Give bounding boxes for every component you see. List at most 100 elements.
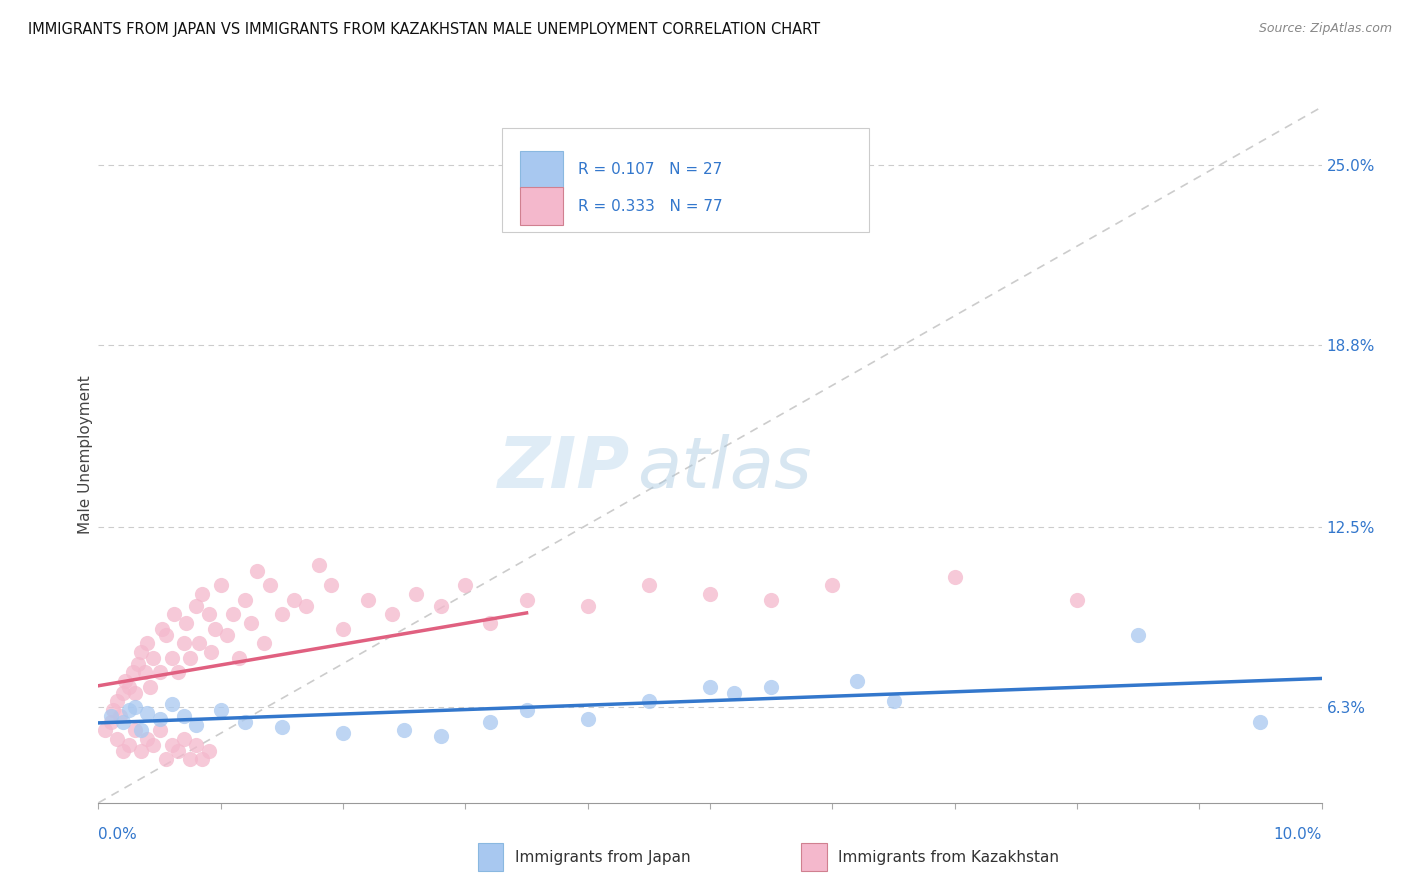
Point xyxy=(191,752,214,766)
Text: Immigrants from Kazakhstan: Immigrants from Kazakhstan xyxy=(838,850,1059,864)
Point xyxy=(149,723,172,738)
Point xyxy=(110,708,132,723)
Point xyxy=(699,680,721,694)
Point xyxy=(883,694,905,708)
Point xyxy=(381,607,404,622)
Point xyxy=(139,680,162,694)
Point xyxy=(118,680,141,694)
Point xyxy=(187,636,209,650)
Bar xyxy=(520,187,564,226)
Point xyxy=(308,558,330,573)
Point xyxy=(430,599,453,613)
Point xyxy=(197,744,219,758)
Point xyxy=(356,592,378,607)
Point xyxy=(222,607,245,622)
Point xyxy=(118,703,141,717)
Point xyxy=(121,665,143,680)
Point xyxy=(160,738,183,752)
Point xyxy=(134,665,156,680)
Point xyxy=(761,592,783,607)
Point xyxy=(149,665,172,680)
Point xyxy=(179,752,201,766)
Point xyxy=(240,615,263,630)
Point xyxy=(1066,592,1088,607)
Point xyxy=(259,578,281,592)
Point xyxy=(186,599,208,613)
Text: atlas: atlas xyxy=(637,434,811,503)
Point xyxy=(516,703,538,717)
Text: R = 0.333   N = 77: R = 0.333 N = 77 xyxy=(578,199,723,214)
Bar xyxy=(520,151,564,189)
Point xyxy=(215,628,238,642)
Point xyxy=(209,703,232,717)
Point xyxy=(118,738,141,752)
Point xyxy=(723,686,745,700)
Point xyxy=(173,731,195,746)
Point xyxy=(167,665,190,680)
Text: Immigrants from Japan: Immigrants from Japan xyxy=(515,850,690,864)
Text: 10.0%: 10.0% xyxy=(1274,827,1322,841)
Point xyxy=(173,636,195,650)
Point xyxy=(332,622,354,636)
Point xyxy=(576,712,599,726)
Point xyxy=(176,615,198,630)
Point xyxy=(295,599,318,613)
Point xyxy=(105,731,128,746)
Text: 0.0%: 0.0% xyxy=(98,827,138,841)
Point xyxy=(283,592,305,607)
Point xyxy=(191,587,214,601)
Point xyxy=(111,686,134,700)
Point xyxy=(163,607,186,622)
Point xyxy=(576,599,599,613)
Point xyxy=(845,674,868,689)
Point xyxy=(246,564,269,578)
Point xyxy=(105,694,128,708)
Point xyxy=(430,729,453,743)
Point xyxy=(332,726,354,740)
Point xyxy=(186,717,208,731)
Point xyxy=(142,738,165,752)
Text: R = 0.107   N = 27: R = 0.107 N = 27 xyxy=(578,162,723,178)
Point xyxy=(150,622,173,636)
Point xyxy=(319,578,342,592)
Point xyxy=(136,636,159,650)
Point xyxy=(114,674,136,689)
Text: Source: ZipAtlas.com: Source: ZipAtlas.com xyxy=(1258,22,1392,36)
Point xyxy=(228,651,250,665)
Point xyxy=(160,651,183,665)
Point xyxy=(124,686,146,700)
Point xyxy=(173,708,195,723)
Point xyxy=(155,752,177,766)
Point xyxy=(111,744,134,758)
Point xyxy=(638,694,661,708)
Point xyxy=(204,622,226,636)
Point xyxy=(160,698,183,712)
Point xyxy=(200,645,222,659)
Point xyxy=(149,712,172,726)
Point xyxy=(167,744,190,758)
Point xyxy=(100,714,122,729)
Text: IMMIGRANTS FROM JAPAN VS IMMIGRANTS FROM KAZAKHSTAN MALE UNEMPLOYMENT CORRELATIO: IMMIGRANTS FROM JAPAN VS IMMIGRANTS FROM… xyxy=(28,22,820,37)
Point xyxy=(155,628,177,642)
Point xyxy=(1250,714,1272,729)
Point xyxy=(124,723,146,738)
Point xyxy=(186,738,208,752)
Point xyxy=(1128,628,1150,642)
Point xyxy=(405,587,427,601)
Point xyxy=(454,578,477,592)
Point xyxy=(478,714,501,729)
Point xyxy=(136,706,159,720)
Point xyxy=(129,645,152,659)
Point xyxy=(233,592,256,607)
Point xyxy=(233,714,256,729)
Point xyxy=(100,708,122,723)
Point xyxy=(252,636,274,650)
Point xyxy=(93,723,115,738)
Point xyxy=(127,657,149,671)
Point xyxy=(136,731,159,746)
Point xyxy=(197,607,219,622)
Point xyxy=(101,703,124,717)
Point xyxy=(209,578,232,592)
Point xyxy=(124,700,146,714)
Point xyxy=(270,607,294,622)
